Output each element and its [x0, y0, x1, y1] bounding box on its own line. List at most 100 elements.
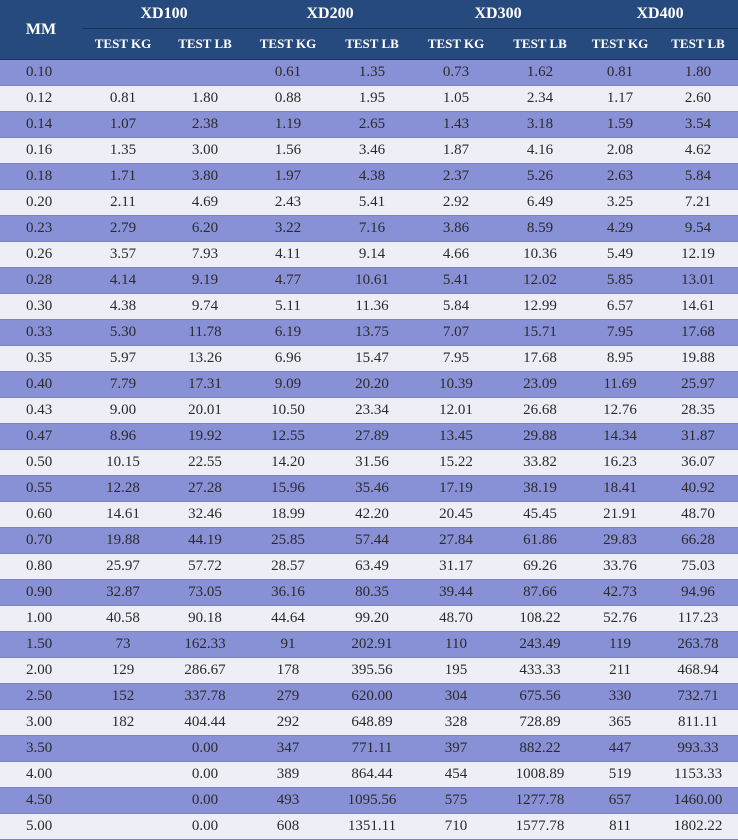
xd100-kg-cell: 129	[82, 657, 164, 684]
xd400-kg-cell: 811	[582, 813, 659, 840]
xd400-kg-cell: 6.57	[582, 293, 659, 320]
xd300-lb-cell: 12.02	[498, 267, 583, 294]
xd100-lb-cell: 3.00	[164, 137, 247, 164]
xd400-lb-cell: 117.23	[658, 605, 738, 632]
xd100-kg-cell: 14.61	[82, 501, 164, 528]
xd300-kg-cell: 48.70	[414, 605, 499, 632]
table-row: 4.50 0.00 493 1095.56 575 1277.78 657 1460.00	[0, 787, 738, 814]
xd400-kg-cell: 2.63	[582, 163, 659, 190]
xd100-lb-cell: 20.01	[164, 397, 247, 424]
xd100-kg-cell: 8.96	[82, 423, 164, 450]
xd300-lb-cell: 38.19	[498, 475, 583, 502]
xd100-kg-cell	[82, 787, 164, 814]
xd200-kg-cell: 1.97	[246, 163, 331, 190]
xd200-lb-cell: 63.49	[330, 553, 415, 580]
xd200-kg-cell: 389	[246, 761, 331, 788]
xd100-kg-cell	[82, 761, 164, 788]
mm-cell: 0.14	[0, 111, 82, 138]
mm-cell: 0.35	[0, 345, 82, 372]
xd400-kg-cell: 330	[582, 683, 659, 710]
xd200-kg-cell: 0.88	[246, 85, 331, 112]
xd300-lb-cell: 69.26	[498, 553, 583, 580]
mm-cell: 0.28	[0, 267, 82, 294]
xd400-kg-cell: 447	[582, 735, 659, 762]
xd300-kg-cell: 5.84	[414, 293, 499, 320]
xd400-lb-cell: 468.94	[658, 657, 738, 684]
xd200-lb-cell: 2.65	[330, 111, 415, 138]
xd100-lb-cell: 4.69	[164, 189, 247, 216]
xd200-kg-cell: 10.50	[246, 397, 331, 424]
table-row: 0.23 2.79 6.20 3.22 7.16 3.86 8.59 4.29 9.54	[0, 215, 738, 242]
xd400-lb-cell: 13.01	[658, 267, 738, 294]
xd400-kg-cell: 657	[582, 787, 659, 814]
subheader-test-kg: TEST KG	[82, 28, 164, 60]
xd300-lb-cell: 433.33	[498, 657, 583, 684]
xd200-kg-cell: 0.61	[246, 59, 331, 86]
subheader-test-lb: TEST LB	[498, 28, 583, 60]
xd300-kg-cell: 15.22	[414, 449, 499, 476]
mm-cell: 0.40	[0, 371, 82, 398]
xd300-kg-cell: 13.45	[414, 423, 499, 450]
xd200-lb-cell: 4.38	[330, 163, 415, 190]
xd100-lb-cell: 0.00	[164, 787, 247, 814]
xd200-lb-cell: 1351.11	[330, 813, 415, 840]
xd200-lb-cell: 80.35	[330, 579, 415, 606]
xd100-lb-cell: 9.19	[164, 267, 247, 294]
xd400-kg-cell: 18.41	[582, 475, 659, 502]
xd300-kg-cell: 3.86	[414, 215, 499, 242]
xd300-lb-cell: 17.68	[498, 345, 583, 372]
xd100-lb-cell: 11.78	[164, 319, 247, 346]
xd200-kg-cell: 44.64	[246, 605, 331, 632]
mm-cell: 0.80	[0, 553, 82, 580]
xd300-lb-cell: 29.88	[498, 423, 583, 450]
xd400-kg-cell: 1.59	[582, 111, 659, 138]
xd400-kg-cell: 0.81	[582, 59, 659, 86]
xd400-kg-cell: 8.95	[582, 345, 659, 372]
xd400-lb-cell: 19.88	[658, 345, 738, 372]
table-header: MM XD100 XD200 XD300 XD400 TEST KG TEST …	[0, 0, 738, 60]
xd400-lb-cell: 28.35	[658, 397, 738, 424]
table-row: 3.00 182 404.44 292 648.89 328 728.89 365 811.11	[0, 709, 738, 736]
xd200-lb-cell: 15.47	[330, 345, 415, 372]
mm-cell: 0.20	[0, 189, 82, 216]
xd300-kg-cell: 0.73	[414, 59, 499, 86]
xd200-kg-cell: 3.22	[246, 215, 331, 242]
xd400-kg-cell: 2.08	[582, 137, 659, 164]
xd100-lb-cell: 1.80	[164, 85, 247, 112]
mm-cell: 4.50	[0, 787, 82, 814]
xd400-lb-cell: 1802.22	[658, 813, 738, 840]
xd100-lb-cell: 0.00	[164, 813, 247, 840]
mm-cell: 0.23	[0, 215, 82, 242]
xd200-kg-cell: 4.77	[246, 267, 331, 294]
subheader-test-kg: TEST KG	[246, 28, 331, 60]
xd400-lb-cell: 1153.33	[658, 761, 738, 788]
subheader-test-kg: TEST KG	[582, 28, 659, 60]
table-row: 0.55 12.28 27.28 15.96 35.46 17.19 38.19 18.41 4…	[0, 475, 738, 502]
table-row: 0.18 1.71 3.80 1.97 4.38 2.37 5.26 2.63 5.84	[0, 163, 738, 190]
table-row: 0.80 25.97 57.72 28.57 63.49 31.17 69.26 33.76 7…	[0, 553, 738, 580]
mm-cell: 0.43	[0, 397, 82, 424]
xd100-kg-cell: 4.38	[82, 293, 164, 320]
xd300-kg-cell: 7.07	[414, 319, 499, 346]
xd100-kg-cell: 4.14	[82, 267, 164, 294]
xd100-lb-cell: 27.28	[164, 475, 247, 502]
xd200-lb-cell: 23.34	[330, 397, 415, 424]
xd400-lb-cell: 4.62	[658, 137, 738, 164]
xd300-lb-cell: 45.45	[498, 501, 583, 528]
xd300-lb-cell: 3.18	[498, 111, 583, 138]
xd100-lb-cell: 337.78	[164, 683, 247, 710]
table-row: 0.90 32.87 73.05 36.16 80.35 39.44 87.66 42.73 9…	[0, 579, 738, 606]
xd400-kg-cell: 14.34	[582, 423, 659, 450]
mm-cell: 1.50	[0, 631, 82, 658]
subheader-test-lb: TEST LB	[330, 28, 415, 60]
xd200-lb-cell: 3.46	[330, 137, 415, 164]
xd300-kg-cell: 1.43	[414, 111, 499, 138]
table-row: 0.26 3.57 7.93 4.11 9.14 4.66 10.36 5.49 12.19	[0, 241, 738, 268]
xd400-kg-cell: 29.83	[582, 527, 659, 554]
table-row: 2.50 152 337.78 279 620.00 304 675.56 330 732.71	[0, 683, 738, 710]
xd100-kg-cell: 182	[82, 709, 164, 736]
subheader-test-lb: TEST LB	[164, 28, 247, 60]
xd300-kg-cell: 20.45	[414, 501, 499, 528]
table-row: 0.30 4.38 9.74 5.11 11.36 5.84 12.99 6.57 14.61	[0, 293, 738, 320]
table-row: 0.60 14.61 32.46 18.99 42.20 20.45 45.45 21.91 4…	[0, 501, 738, 528]
